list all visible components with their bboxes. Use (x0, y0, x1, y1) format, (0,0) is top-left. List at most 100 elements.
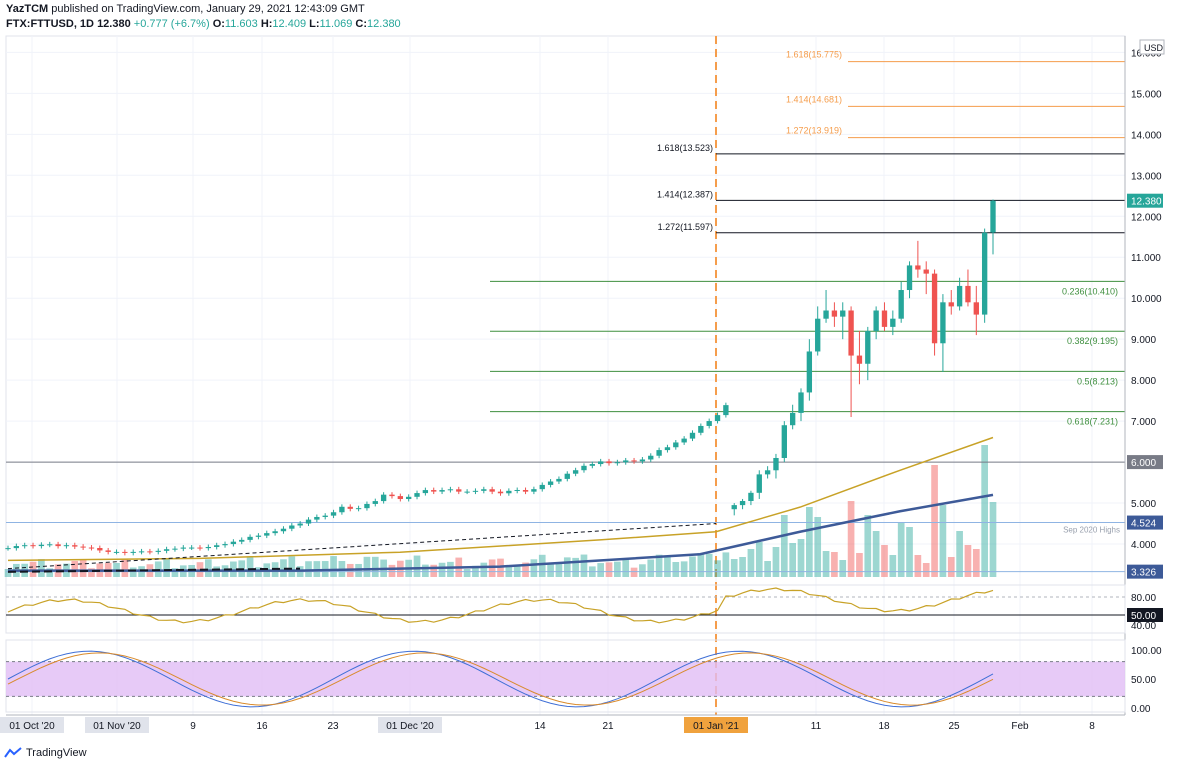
date-label-1: 01 Nov '20 (93, 721, 141, 732)
date-label-7: 21 (602, 721, 614, 732)
candle-body-45 (380, 494, 387, 502)
candle-body-100 (840, 310, 846, 317)
volume-bar-66 (555, 563, 563, 577)
level-note: Sep 2020 Highs (1063, 526, 1120, 535)
volume-bar-37 (313, 561, 321, 577)
candle-body-6 (55, 544, 61, 547)
candle-body-19 (163, 549, 170, 551)
volume-bar-51 (430, 564, 438, 577)
candle-body-95 (798, 392, 804, 413)
volume-bar-29 (246, 556, 254, 577)
price-tick-2: 14.000 (1131, 130, 1162, 141)
candle-body-11 (97, 548, 103, 551)
volume-bar-14 (121, 559, 129, 577)
volume-bar-19 (163, 558, 170, 577)
candle-body-71 (597, 461, 604, 465)
candle-body-111 (931, 273, 938, 344)
stoch-tick-2: 0.00 (1131, 704, 1151, 715)
date-label-bg-5 (378, 717, 442, 733)
candle-body-43 (364, 503, 370, 509)
candle-body-57 (481, 489, 487, 491)
stoch-d-line (7, 652, 994, 706)
candle-body-35 (297, 523, 303, 526)
candle-body-23 (197, 547, 203, 549)
volume-bar-44 (371, 556, 379, 577)
publish-info: YazTCM published on TradingView.com, Jan… (6, 3, 365, 15)
volume-bar-55 (463, 569, 471, 577)
volume-bar-33 (280, 559, 287, 577)
volume-bar-103 (864, 515, 872, 577)
candle-body-85 (714, 415, 721, 422)
date-label-6: 14 (534, 721, 546, 732)
candle-body-44 (372, 501, 378, 504)
candle-body-83 (698, 425, 704, 433)
candle-body-10 (88, 547, 95, 549)
fib-ext-black-label-0: 1.618(13.523) (657, 143, 713, 153)
volume-bar-39 (330, 556, 337, 577)
candle-body-107 (898, 290, 904, 319)
candle-body-37 (314, 516, 320, 520)
volume-bar-104 (872, 531, 880, 577)
volume-bar-15 (129, 567, 137, 577)
volume-bar-24 (205, 559, 212, 577)
candle-body-33 (280, 528, 287, 532)
candle-body-118 (990, 200, 996, 233)
volume-bar-67 (563, 557, 571, 577)
candle-body-40 (339, 506, 345, 513)
candle-body-97 (815, 318, 821, 352)
candle-body-13 (113, 551, 120, 553)
volume-bar-72 (605, 562, 613, 577)
volume-bar-112 (939, 505, 947, 577)
volume-bar-117 (981, 445, 988, 577)
fib-ext-black-label-2: 1.272(11.597) (658, 222, 713, 232)
volume-bar-96 (806, 507, 813, 577)
trend-line (7, 523, 717, 570)
candle-body-88 (739, 501, 746, 506)
symbol-label: FTX:FTTUSD, 1D (6, 18, 94, 30)
date-label-2: 9 (190, 721, 196, 732)
candle-body-48 (406, 496, 412, 500)
candle-body-54 (456, 489, 462, 492)
candle-body-25 (214, 545, 220, 547)
author: YazTCM (6, 3, 49, 15)
date-label-10: 18 (878, 721, 890, 732)
volume-bar-105 (881, 545, 888, 577)
candle-body-47 (397, 496, 404, 500)
volume-bar-101 (847, 501, 855, 577)
candle-body-60 (506, 490, 512, 494)
candle-body-24 (205, 546, 212, 549)
volume-bar-95 (797, 539, 805, 577)
volume-bar-116 (972, 549, 980, 577)
price-tick-5: 11.000 (1131, 253, 1161, 264)
volume-bar-75 (630, 567, 638, 577)
volume-bar-82 (689, 556, 696, 577)
close-value: 12.380 (367, 18, 401, 30)
candle-body-81 (681, 438, 687, 443)
candle-body-55 (464, 491, 470, 493)
rsi-pane (5, 584, 1126, 634)
date-label-5: 01 Dec '20 (386, 721, 434, 732)
volume-bar-87 (730, 559, 738, 577)
volume-bar-98 (822, 551, 830, 577)
trend-line-2 (7, 567, 301, 573)
candle-body-104 (873, 310, 879, 331)
candle-body-46 (389, 494, 395, 497)
volume-bar-80 (672, 562, 680, 577)
candle-body-86 (723, 405, 729, 416)
date-label-12: Feb (1011, 721, 1029, 732)
candle-body-77 (648, 455, 654, 460)
price-tick-4: 12.000 (1131, 212, 1162, 223)
volume-bar-68 (572, 557, 579, 577)
fib-ext-black-label-1: 1.414(12.387) (657, 189, 713, 199)
candle-body-113 (948, 302, 954, 307)
currency-box (1139, 39, 1165, 55)
candle-body-7 (63, 545, 70, 547)
open-label: O: (212, 18, 225, 30)
volume-bar-90 (755, 542, 763, 577)
volume-bar-53 (447, 561, 454, 577)
last-price: 12.380 (97, 18, 131, 30)
fib-retrace-label-1: 0.382(9.195) (1067, 336, 1118, 346)
candle-body-93 (781, 425, 787, 458)
candle-body-36 (305, 519, 312, 524)
